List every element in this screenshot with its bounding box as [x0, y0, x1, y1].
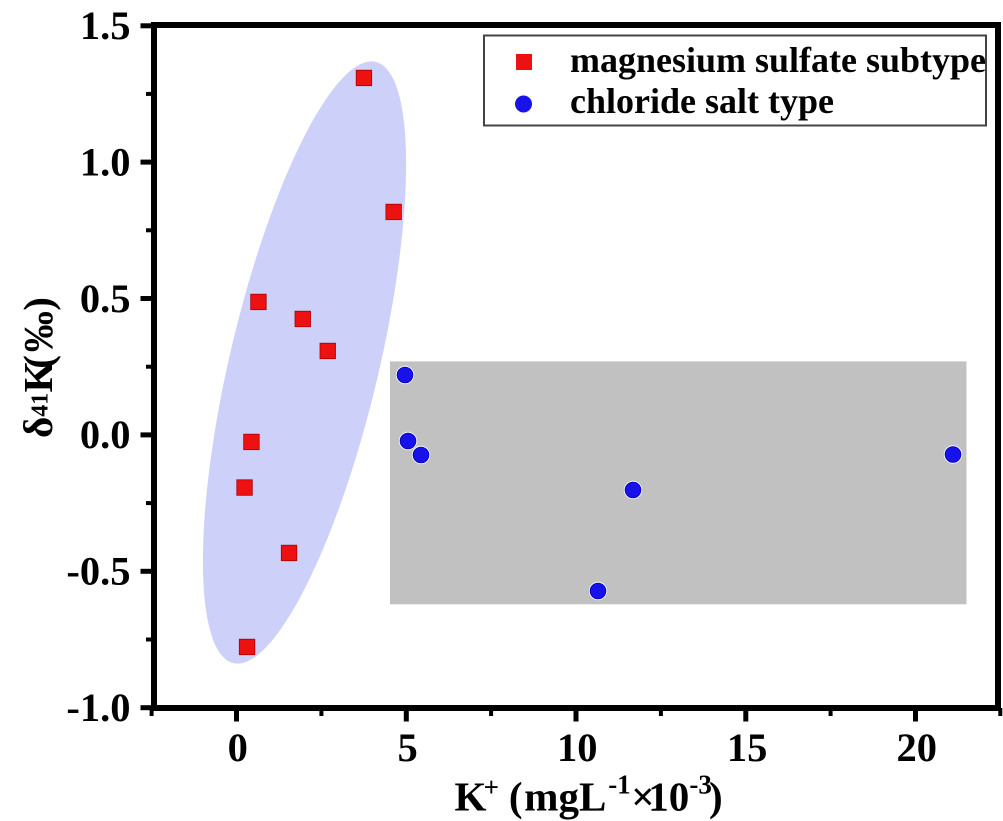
svg-text:-0.5: -0.5	[66, 549, 130, 594]
svg-text:0: 0	[228, 725, 248, 770]
svg-text:10: 10	[557, 725, 598, 770]
svg-text:K+(mgL-1×10-3): K+ (mgL-1×10-3)	[455, 770, 723, 820]
svg-text:5: 5	[397, 725, 417, 770]
svg-text:-1.0: -1.0	[66, 685, 130, 730]
svg-text:magnesium sulfate subtype: magnesium sulfate subtype	[570, 40, 986, 80]
svg-text:1.5: 1.5	[80, 3, 131, 48]
svg-text:1.0: 1.0	[80, 139, 131, 184]
svg-text:0.5: 0.5	[80, 276, 131, 321]
svg-text:0.0: 0.0	[80, 412, 131, 457]
svg-text:20: 20	[897, 725, 938, 770]
svg-text:δ41K(‰): δ41K(‰)	[15, 297, 61, 438]
svg-text:chloride salt type: chloride salt type	[570, 81, 834, 121]
svg-text:15: 15	[727, 725, 768, 770]
